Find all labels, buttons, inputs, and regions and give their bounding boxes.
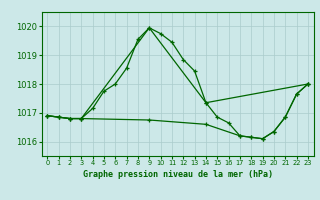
X-axis label: Graphe pression niveau de la mer (hPa): Graphe pression niveau de la mer (hPa) [83,170,273,179]
